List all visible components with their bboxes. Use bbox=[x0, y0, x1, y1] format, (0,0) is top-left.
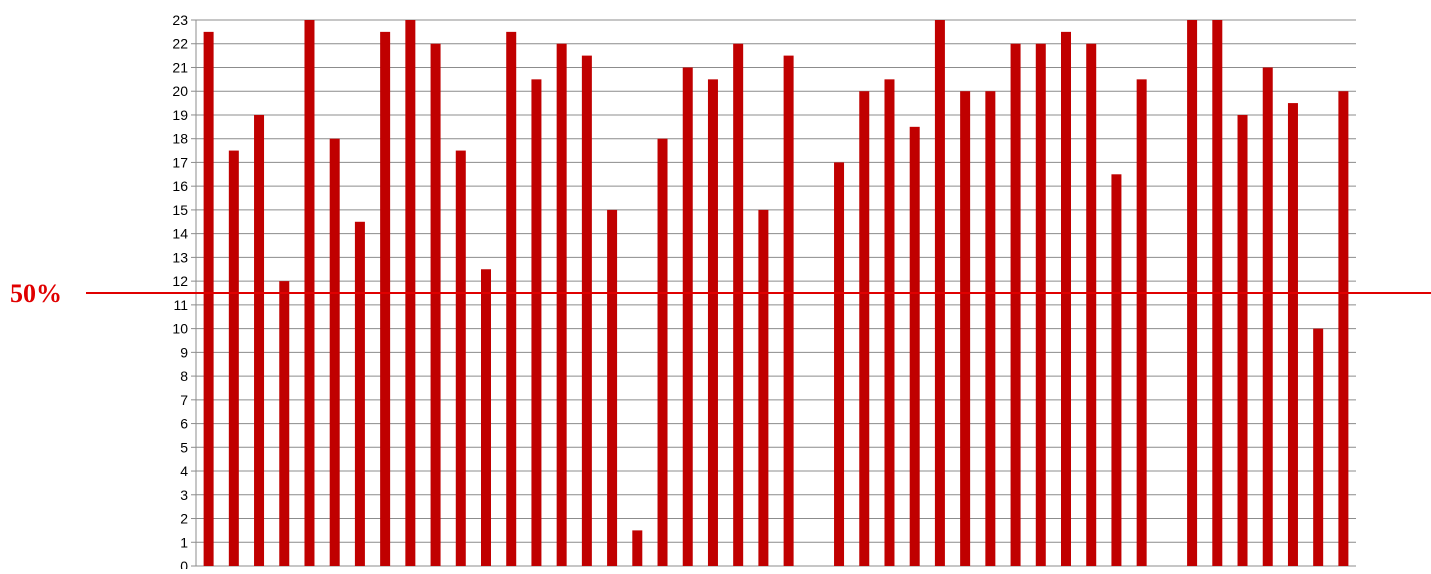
y-tick-label-5: 5 bbox=[180, 439, 188, 455]
y-tick-label-10: 10 bbox=[172, 321, 188, 337]
y-tick-label-3: 3 bbox=[180, 487, 188, 503]
y-tick-label-6: 6 bbox=[180, 416, 188, 432]
y-tick-label-16: 16 bbox=[172, 178, 188, 194]
bar-14 bbox=[531, 79, 542, 566]
y-tick-label-21: 21 bbox=[172, 59, 188, 75]
bar-1 bbox=[203, 31, 214, 567]
reference-line-group: 50% bbox=[10, 279, 1431, 308]
y-tick-label-1: 1 bbox=[180, 534, 188, 550]
reference-line-label: 50% bbox=[10, 279, 62, 308]
y-tick-label-19: 19 bbox=[172, 107, 188, 123]
y-tick-label-17: 17 bbox=[172, 154, 188, 170]
bar-37 bbox=[1111, 174, 1122, 567]
bar-31 bbox=[960, 91, 971, 566]
bar-18 bbox=[632, 530, 643, 566]
bar-7 bbox=[354, 221, 365, 566]
y-tick-label-4: 4 bbox=[180, 463, 188, 479]
y-tick-label-11: 11 bbox=[173, 297, 188, 313]
bar-4 bbox=[279, 281, 290, 566]
bar-11 bbox=[455, 150, 466, 566]
bar-33 bbox=[1010, 43, 1021, 567]
bar-38 bbox=[1136, 79, 1147, 566]
y-tick-label-0: 0 bbox=[180, 558, 188, 569]
y-tick-label-13: 13 bbox=[172, 249, 188, 265]
bar-35 bbox=[1061, 31, 1071, 567]
y-tick-label-12: 12 bbox=[172, 273, 188, 289]
bar-27 bbox=[859, 91, 870, 566]
bar-15 bbox=[556, 43, 567, 567]
bar-2 bbox=[228, 150, 239, 566]
bar-23 bbox=[758, 209, 769, 566]
bar-13 bbox=[506, 31, 517, 567]
bar-36 bbox=[1086, 43, 1097, 567]
y-tick-label-23: 23 bbox=[172, 12, 188, 28]
y-tick-label-9: 9 bbox=[180, 344, 188, 360]
bar-43 bbox=[1262, 67, 1273, 566]
bar-6 bbox=[329, 138, 340, 566]
bar-17 bbox=[607, 209, 618, 566]
y-tick-label-8: 8 bbox=[180, 368, 188, 384]
bar-34 bbox=[1035, 43, 1046, 567]
bar-42 bbox=[1237, 114, 1248, 567]
bar-19 bbox=[657, 138, 668, 566]
bar-22 bbox=[733, 43, 744, 567]
bar-12 bbox=[481, 269, 491, 566]
bar-24 bbox=[783, 55, 794, 567]
y-tick-label-18: 18 bbox=[172, 131, 188, 147]
bar-29 bbox=[909, 126, 920, 566]
bar-20 bbox=[682, 67, 693, 566]
bar-28 bbox=[884, 79, 895, 566]
bar-10 bbox=[430, 43, 441, 567]
bar-3 bbox=[254, 114, 265, 567]
y-tick-label-7: 7 bbox=[180, 392, 188, 408]
bar-46 bbox=[1338, 91, 1349, 566]
y-tick-label-20: 20 bbox=[172, 83, 188, 99]
bar-32 bbox=[985, 91, 996, 566]
gridlines bbox=[191, 19, 1356, 567]
bar-16 bbox=[581, 55, 592, 567]
bar-8 bbox=[380, 31, 391, 567]
y-tick-label-22: 22 bbox=[172, 36, 188, 52]
bar-26 bbox=[834, 162, 845, 566]
y-tick-label-14: 14 bbox=[172, 226, 188, 242]
y-tick-label-15: 15 bbox=[172, 202, 188, 218]
y-tick-label-2: 2 bbox=[180, 511, 188, 527]
bar-45 bbox=[1313, 328, 1324, 566]
bar-44 bbox=[1287, 103, 1298, 566]
bar-21 bbox=[707, 79, 718, 566]
